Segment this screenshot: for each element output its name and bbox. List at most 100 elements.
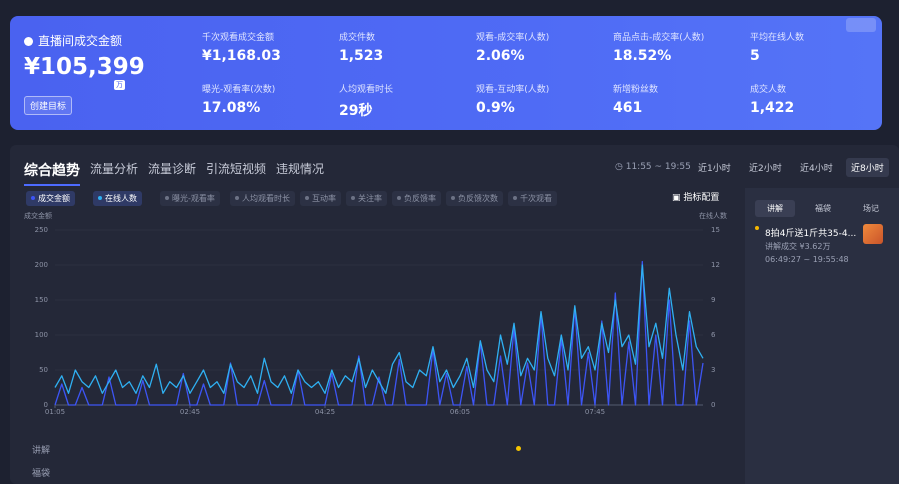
series-line [54,264,704,394]
x-tick-label: 02:45 [180,408,200,416]
chip-dot [397,196,401,200]
side-tab[interactable]: 场记 [863,204,879,213]
side-tab[interactable]: 讲解 [755,200,795,217]
metric: 千次观看成交金额 ¥1,168.03 [202,30,332,64]
y-tick-label: 250 [35,226,48,234]
chip-label: 人均观看时长 [242,194,290,203]
metric: 商品点击-成交率(人数) 18.52% [613,30,743,64]
create-goal-button[interactable]: 创建目标 [24,96,73,115]
metric: 人均观看时长 29秒 [339,82,469,120]
item-sales: 讲解成交 ¥3.62万 [765,242,831,251]
legend-dot [31,196,35,200]
metric-label: 成交人数 [750,85,787,95]
tab[interactable]: 流量分析 [90,162,139,176]
summary-unit: 万 [114,80,125,90]
metric-label: 新增粉丝数 [613,85,659,95]
summary-value: ¥105,399 [24,54,145,80]
tab[interactable]: 综合趋势 [24,160,80,186]
x-tick-label: 01:05 [45,408,65,416]
y2-tick-label: 3 [711,366,715,374]
metric-label: 成交件数 [339,33,376,43]
lane-label: 讲解 [32,446,51,456]
metric-value: 17.08% [202,100,261,116]
tab[interactable]: 流量诊断 [148,162,197,176]
metric-value: 29秒 [339,103,373,119]
card-icons[interactable] [846,18,876,32]
chart: 成交金额 在线人数 0 50 100 150 200 250 0 3 6 9 12 15 01:05 02… [24,211,727,416]
metric: 平均在线人数 5 [750,30,880,64]
range-button[interactable]: 近4小时 [800,164,833,174]
config-button[interactable]: ▣ 指标配置 [672,193,720,203]
metric: 新增粉丝数 461 [613,82,743,116]
metric-label: 商品点击-成交率(人数) [613,33,705,43]
y2-tick-label: 15 [711,226,720,234]
metric-chip[interactable]: 人均观看时长 [230,191,295,206]
chip-dot [305,196,309,200]
chip-label: 曝光-观看率 [172,194,215,203]
metric-value: 5 [750,48,760,64]
tab[interactable]: 违规情况 [276,162,325,176]
metric-value: ¥1,168.03 [202,48,281,64]
chip-label: 关注率 [358,194,382,203]
metric-chip[interactable]: 负反馈次数 [446,191,503,206]
legend-chip[interactable]: 成交金额 [26,191,75,206]
metric: 成交人数 1,422 [750,82,880,116]
x-tick-label: 07:45 [585,408,605,416]
metric-chip[interactable]: 关注率 [346,191,387,206]
chip-dot [451,196,455,200]
chip-label: 负反馈次数 [458,194,498,203]
chip-dot [513,196,517,200]
range-button[interactable]: 近8小时 [846,158,889,177]
metric-label: 千次观看成交金额 [202,33,275,43]
chip-dot [165,196,169,200]
metric: 成交件数 1,523 [339,30,469,64]
y-axis-title: 成交金额 [24,211,52,220]
legend-chip[interactable]: 在线人数 [93,191,142,206]
y2-tick-label: 0 [711,401,715,409]
side-panel: 8拍4斤送1斤共35-4... 讲解成交 ¥3.62万 06:49:27 ~ 1… [745,188,899,484]
metric-value: 1,523 [339,48,384,64]
y-tick-label: 50 [39,366,48,374]
tab[interactable]: 引流短视频 [206,162,267,176]
legend-dot [98,196,102,200]
metric: 观看-成交率(人数) 2.06% [476,30,606,64]
y-tick-label: 200 [35,261,48,269]
item-title[interactable]: 8拍4斤送1斤共35-4... [765,229,857,239]
item-thumb [863,224,883,244]
item-dot [755,226,759,230]
metric-value: 0.9% [476,100,515,116]
metric-label: 人均观看时长 [339,85,394,95]
metric-value: 2.06% [476,48,525,64]
event-dot[interactable] [516,446,521,451]
y2-tick-label: 6 [711,331,716,339]
side-tab[interactable]: 福袋 [815,204,831,213]
summary-card: 直播间成交金额 ¥105,399 万 创建目标 千次观看成交金额 ¥1,168.0… [10,16,882,130]
range-button[interactable]: 近2小时 [749,164,782,174]
summary-title: 直播间成交金额 [24,32,122,49]
metric-label: 观看-互动率(人数) [476,85,550,95]
metric-value: 18.52% [613,48,672,64]
chip-label: 互动率 [312,194,336,203]
time-range-text: 11:55 ~ 19:55 [625,162,691,172]
metric-label: 曝光-观看率(次数) [202,85,276,95]
y2-tick-label: 12 [711,261,720,269]
y-tick-label: 0 [44,401,48,409]
series-line [54,260,704,406]
y2-axis-title: 在线人数 [699,211,727,220]
chip-label: 千次观看 [520,194,552,203]
chip-dot [351,196,355,200]
metric: 观看-互动率(人数) 0.9% [476,82,606,116]
x-tick-label: 04:25 [315,408,335,416]
range-button[interactable]: 近1小时 [698,164,731,174]
metric-chip[interactable]: 互动率 [300,191,341,206]
legend-label: 在线人数 [105,194,137,203]
y-tick-label: 150 [35,296,48,304]
metric-chip[interactable]: 负反馈率 [392,191,441,206]
config-text: 指标配置 [683,193,720,203]
chip-label: 负反馈率 [404,194,436,203]
lane-label: 福袋 [32,469,51,479]
metric-value: 1,422 [750,100,795,116]
metric-chip[interactable]: 千次观看 [508,191,557,206]
x-tick-label: 06:05 [450,408,470,416]
metric-chip[interactable]: 曝光-观看率 [160,191,220,206]
